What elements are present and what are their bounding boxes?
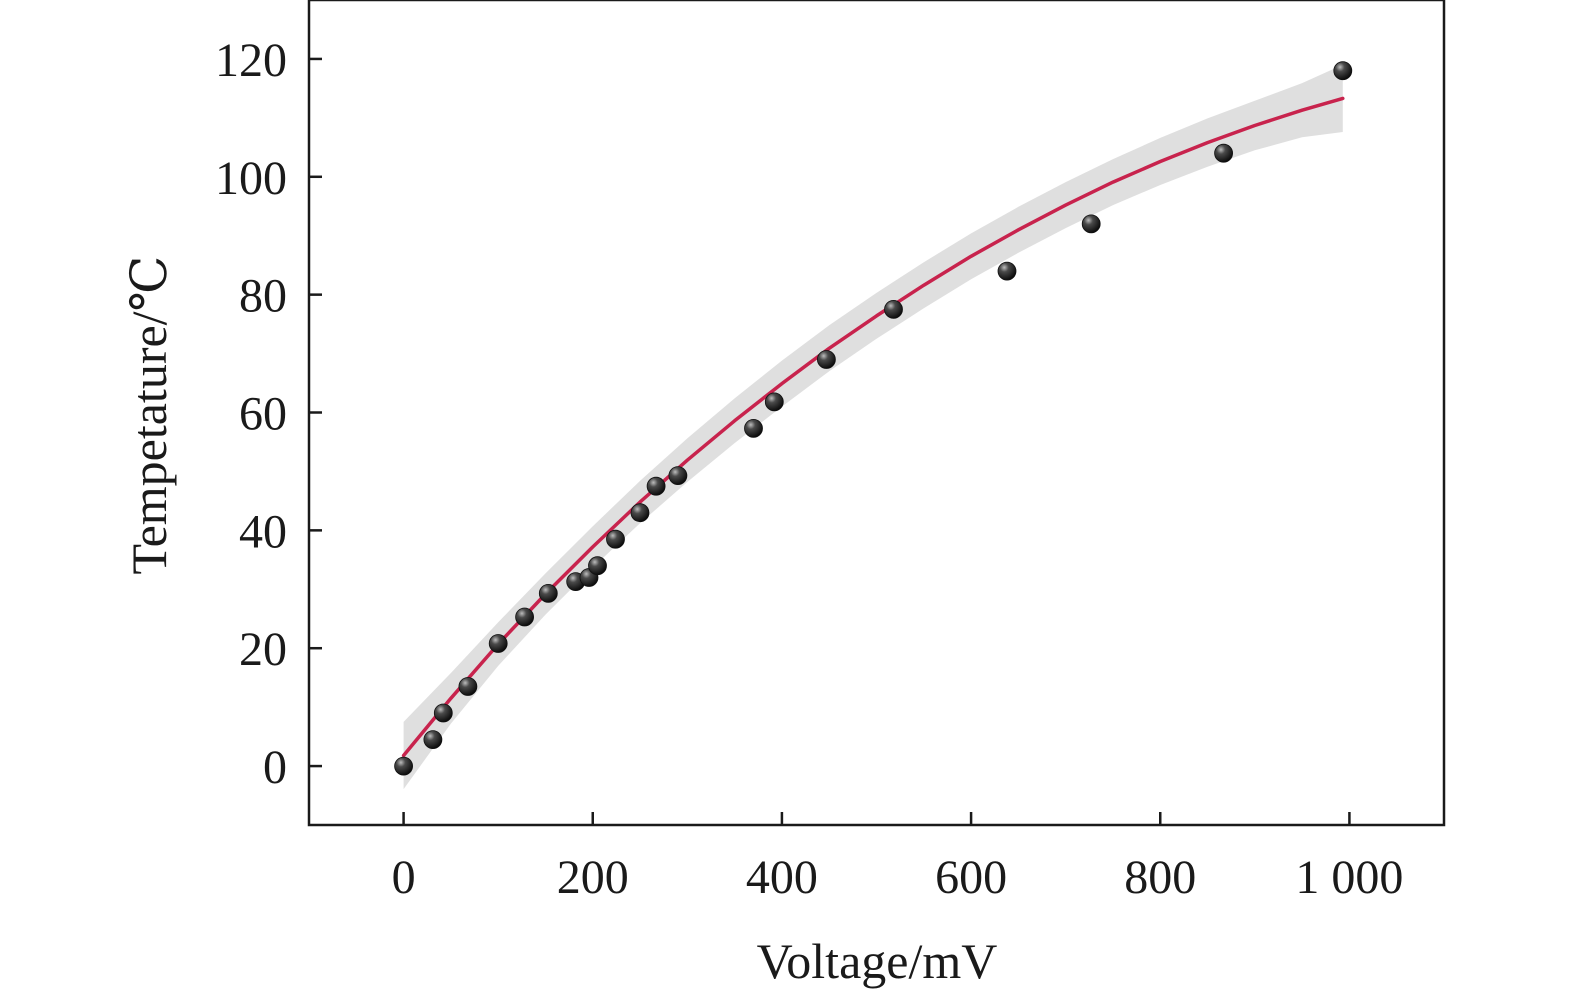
confidence-band [403,64,1343,790]
data-point [630,503,650,523]
x-axis-label: Voltage/mV [757,933,998,989]
data-point [423,730,443,749]
x-tick-label: 1 000 [1295,851,1403,904]
data-point [744,418,763,438]
data-point [515,607,534,627]
x-tick-label: 400 [746,851,818,904]
data-point [458,677,478,696]
data-point [817,350,836,369]
data-points-layer [394,61,1353,776]
data-point [588,556,607,576]
x-tick-label: 600 [935,851,1007,904]
data-point [668,466,688,486]
data-point [433,703,453,723]
data-point [394,756,414,776]
y-tick-label: 0 [263,741,287,794]
data-point [997,261,1017,281]
data-point [488,634,508,653]
tick-label-layer: 0 200 400 600 800 1 000 0 20 40 60 80 100 120 [215,34,1403,904]
data-point [1333,61,1353,81]
data-point [1214,143,1233,163]
y-tick-label: 80 [239,270,287,323]
data-point [606,529,625,549]
fit-line [401,96,1345,758]
y-axis-label: Tempetature/℃ [121,256,177,575]
data-point [764,392,784,412]
data-point [646,476,666,496]
y-tick-label: 20 [239,623,287,676]
y-tick-label: 60 [239,388,287,441]
data-point [884,299,903,319]
data-point [538,584,558,603]
y-tick-label: 40 [239,505,287,558]
y-tick-label: 120 [215,34,287,87]
confidence-band-layer [403,64,1343,790]
x-tick-label: 800 [1124,851,1196,904]
fit-line-layer [401,96,1345,758]
axes-layer [307,0,1446,827]
x-tick-label: 200 [557,851,629,904]
x-tick-label: 0 [392,851,416,904]
data-point [1081,214,1101,234]
y-tick-label: 100 [215,152,287,205]
